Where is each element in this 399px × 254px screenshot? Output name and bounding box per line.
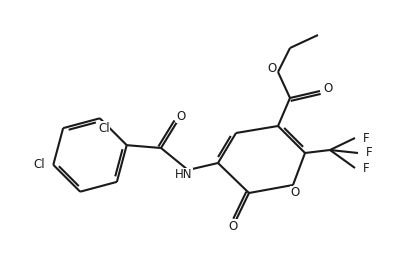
Text: F: F	[363, 162, 369, 174]
Text: F: F	[363, 132, 369, 145]
Text: Cl: Cl	[34, 158, 45, 171]
Text: F: F	[366, 147, 373, 160]
Text: Cl: Cl	[98, 122, 110, 135]
Text: O: O	[323, 82, 333, 94]
Text: O: O	[290, 186, 300, 199]
Text: HN: HN	[175, 168, 193, 182]
Text: O: O	[176, 109, 186, 122]
Text: O: O	[267, 61, 277, 74]
Text: O: O	[228, 219, 238, 232]
